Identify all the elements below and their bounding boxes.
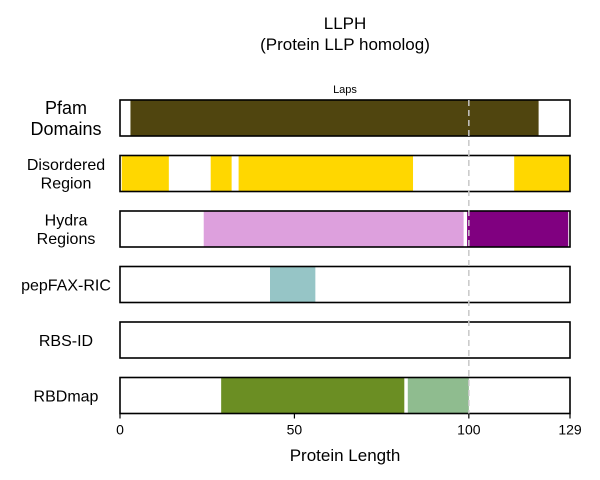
x-tick-label-1: 50 bbox=[287, 422, 303, 438]
track-1-segment-2 bbox=[238, 155, 414, 192]
x-tick-label-2: 100 bbox=[457, 422, 481, 438]
chart-title-line-1: LLPH bbox=[324, 14, 367, 33]
track-0-frame bbox=[119, 99, 571, 137]
track-5-segment-1 bbox=[407, 377, 469, 414]
track-0-label-line-0: Pfam bbox=[45, 98, 87, 118]
track-3-frame bbox=[119, 265, 571, 304]
track-2: Hydra Regions bbox=[37, 210, 571, 248]
x-tick-label-0: 0 bbox=[116, 422, 124, 438]
x-tick-label-3: 129 bbox=[558, 422, 582, 438]
track-4-frame bbox=[119, 321, 571, 359]
track-1: Disordered Region bbox=[27, 154, 571, 193]
track-1-frame bbox=[119, 154, 571, 193]
track-3-segment-0 bbox=[270, 266, 316, 303]
track-3-label-line-0: pepFAX-RIC bbox=[21, 277, 111, 294]
track-2-frame bbox=[119, 210, 571, 248]
chart-title-line-2: (Protein LLP homolog) bbox=[260, 35, 430, 54]
track-2-label-line-1: Regions bbox=[37, 231, 96, 248]
track-5: RBDmap bbox=[34, 376, 571, 415]
x-axis: 0 50 100 129 bbox=[116, 413, 582, 438]
track-5-label-line-0: RBDmap bbox=[34, 388, 99, 405]
track-1-segment-3 bbox=[514, 155, 570, 192]
track-0-label-line-1: Domains bbox=[30, 119, 101, 139]
track-5-segment-0 bbox=[221, 377, 405, 414]
track-3: pepFAX-RIC bbox=[21, 265, 571, 304]
track-1-segment-0 bbox=[121, 155, 169, 192]
track-4-label-line-0: RBS-ID bbox=[39, 333, 93, 350]
track-5-frame bbox=[119, 376, 571, 415]
x-axis-label: Protein Length bbox=[290, 446, 401, 465]
track-4: RBS-ID bbox=[39, 321, 571, 359]
track-1-segment-1 bbox=[210, 155, 232, 192]
reference-line-group: Laps bbox=[333, 84, 470, 414]
track-2-segment-0 bbox=[203, 211, 464, 247]
track-2-segment-1 bbox=[467, 211, 569, 247]
track-1-label-line-0: Disordered bbox=[27, 157, 105, 174]
track-2-label-line-0: Hydra bbox=[45, 212, 88, 229]
reference-line-label: Laps bbox=[333, 84, 357, 96]
track-0-segment-0 bbox=[130, 100, 539, 136]
track-1-label-line-1: Region bbox=[41, 176, 92, 193]
